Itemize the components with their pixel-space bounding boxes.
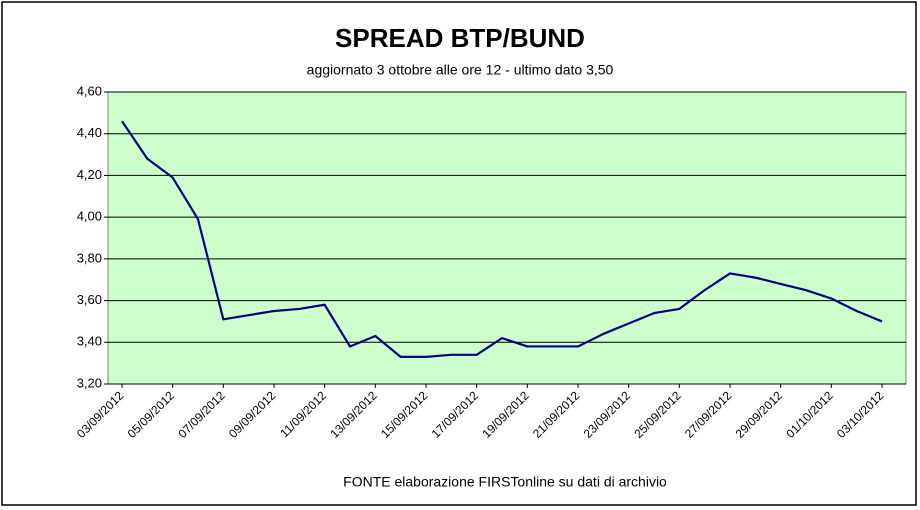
y-tick-label: 4,00	[77, 209, 102, 224]
y-tick-label: 4,40	[77, 125, 102, 140]
y-tick-label: 3,80	[77, 250, 102, 265]
source-note: FONTE elaborazione FIRSTonline su dati d…	[343, 474, 667, 490]
y-tick-label: 3,40	[77, 334, 102, 349]
y-tick-label: 4,60	[77, 83, 102, 98]
data-line	[121, 120, 883, 358]
plot-area	[107, 91, 907, 385]
y-tick-label: 3,20	[77, 375, 102, 390]
y-tick-label: 4,20	[77, 167, 102, 182]
y-tick-label: 3,60	[77, 292, 102, 307]
chart-title: SPREAD BTP/BUND	[335, 23, 585, 53]
chart-subtitle: aggiornato 3 ottobre alle ore 12 - ultim…	[307, 62, 614, 78]
